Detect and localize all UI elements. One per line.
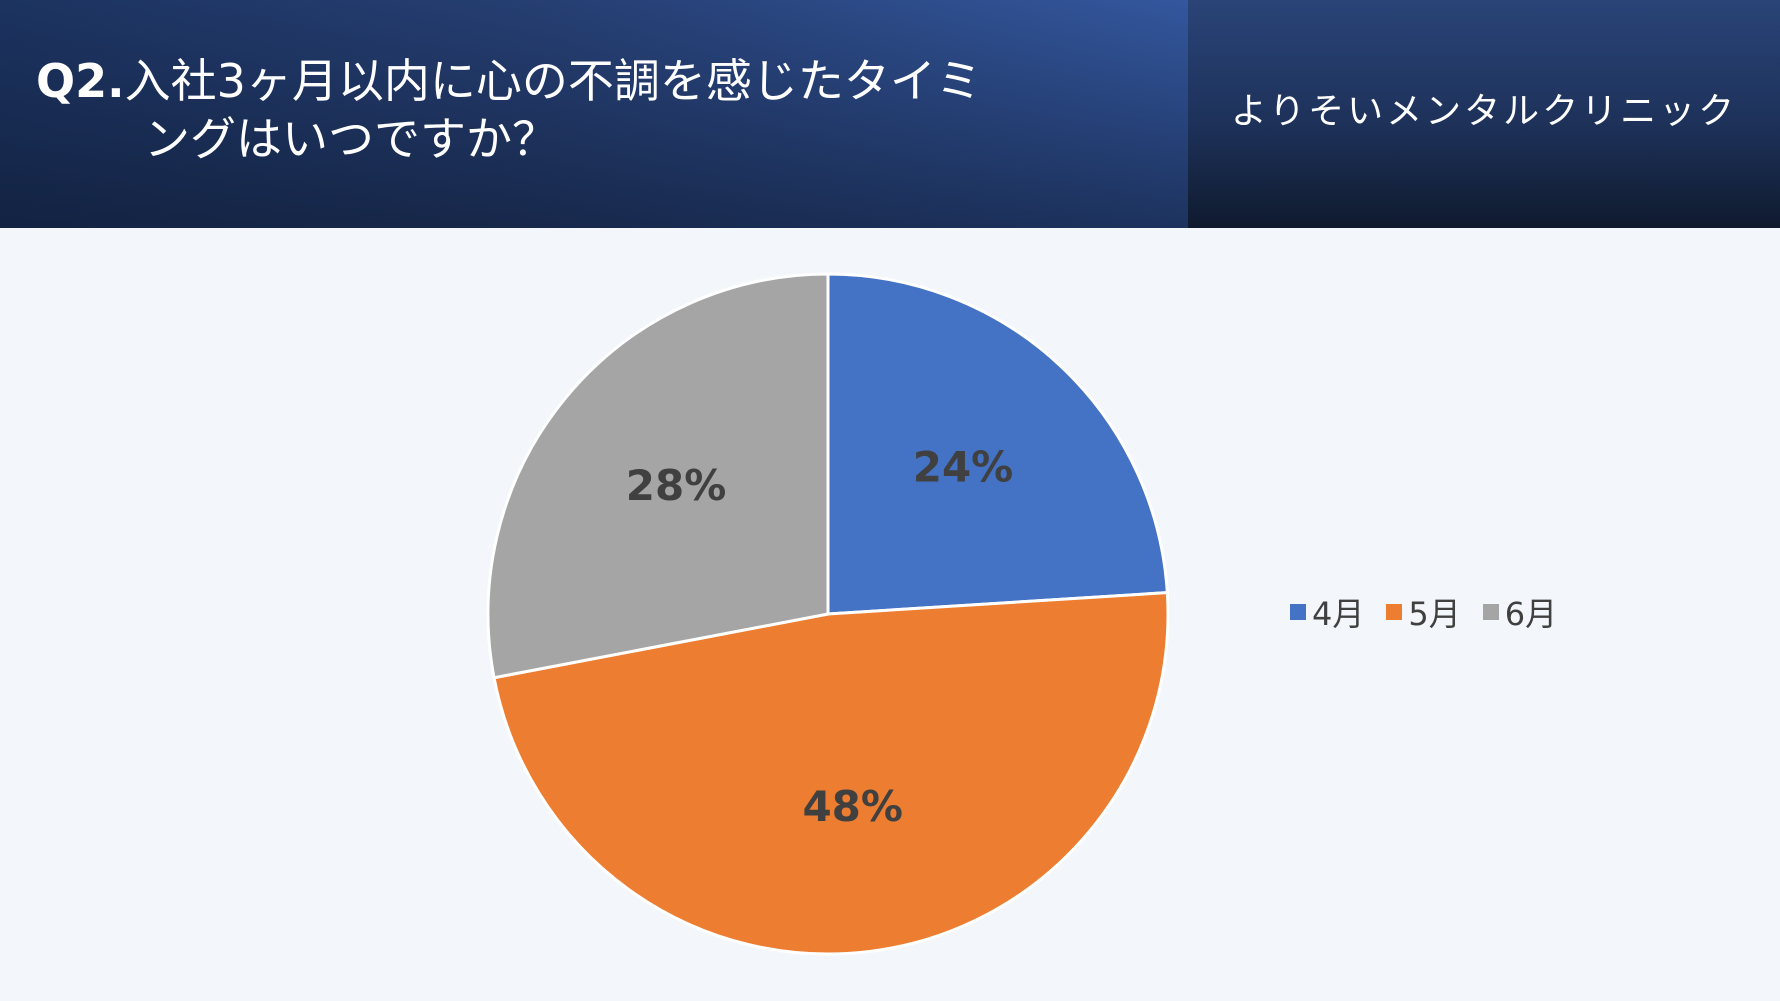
legend-label: 4月 [1312, 595, 1365, 633]
pie-slice-3 [486, 272, 830, 680]
clinic-name: よりそいメンタルクリニック [1230, 91, 1738, 132]
header-brand-panel [1188, 0, 1780, 228]
title-line-1: 入社3ヶ月以内に心の不調を感じたタイミ [124, 54, 982, 108]
legend-label: 5月 [1408, 595, 1461, 633]
pie-slice-1 [826, 272, 1169, 616]
data-label-2: 48% [802, 782, 903, 831]
legend-item-2: 5月 [1386, 589, 1461, 635]
data-label-3: 28% [626, 461, 727, 510]
legend-swatch [1482, 604, 1499, 620]
header-title-panel [0, 0, 1188, 228]
chart-legend: 4月 5月 6月 [1290, 590, 1557, 634]
header-banner: Q2.入社3ヶ月以内に心の不調を感じたタイミ ングはいつですか？ よりそいメンタ… [0, 0, 1780, 228]
legend-item-3: 6月 [1482, 589, 1558, 635]
chart-area: 24% 48% 28% [0, 228, 1780, 1001]
title-line-2: ングはいつですか？ [144, 112, 558, 166]
legend-item-1: 4月 [1290, 589, 1364, 635]
page-title: Q2.入社3ヶ月以内に心の不調を感じたタイミ ングはいつですか？ [36, 52, 1156, 168]
legend-swatch [1290, 604, 1306, 620]
question-number: Q2. [36, 54, 125, 108]
legend-label: 6月 [1504, 595, 1558, 633]
legend-swatch [1386, 604, 1403, 620]
pie-slice-2 [492, 591, 1170, 956]
pie-chart: 24% 48% 28% [486, 272, 1170, 956]
data-label-1: 24% [913, 443, 1014, 492]
